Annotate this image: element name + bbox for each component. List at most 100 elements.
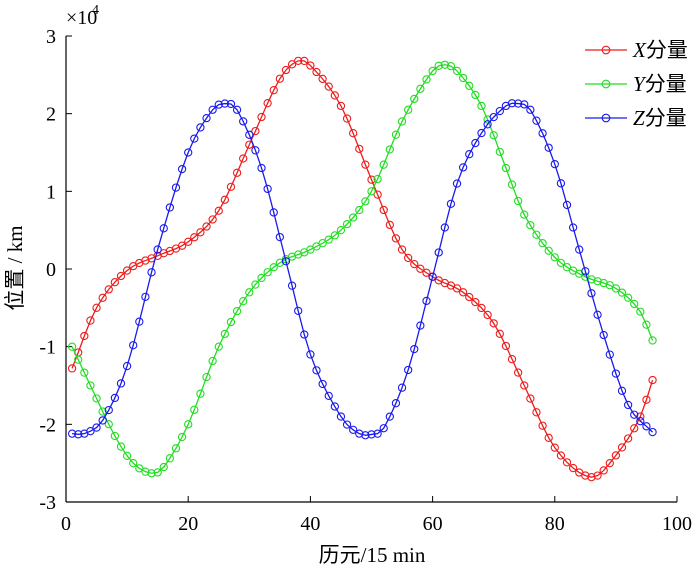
data-point-marker — [165, 454, 175, 463]
data-point-marker — [312, 67, 321, 77]
data-point-marker — [587, 289, 596, 298]
data-point-marker — [177, 432, 187, 442]
data-point-marker — [153, 468, 162, 477]
data-point-marker — [122, 266, 132, 275]
data-point-marker — [361, 431, 370, 440]
data-point-marker — [410, 344, 419, 354]
data-point-marker — [489, 131, 498, 140]
x-tick-label: 100 — [662, 513, 692, 535]
y-tick-label: -3 — [39, 492, 56, 514]
data-point-marker — [275, 258, 284, 267]
data-point-marker — [214, 206, 223, 215]
legend-item-x: X分量 — [585, 38, 688, 62]
data-point-marker — [513, 196, 523, 206]
data-point-marker — [422, 75, 431, 84]
data-point-marker — [190, 233, 199, 242]
data-point-marker — [67, 342, 77, 351]
series-z — [67, 99, 657, 440]
data-point-marker — [263, 99, 272, 108]
data-point-marker — [397, 117, 407, 126]
data-point-marker — [562, 200, 572, 210]
data-point-marker — [458, 163, 468, 172]
data-point-marker — [379, 160, 388, 169]
data-point-marker — [452, 66, 462, 76]
legend-label: Y分量 — [633, 72, 687, 96]
data-point-marker — [471, 138, 480, 148]
data-point-marker — [122, 361, 132, 371]
data-point-marker — [257, 163, 266, 173]
data-point-marker — [98, 407, 107, 416]
data-point-marker — [422, 268, 431, 277]
data-point-marker — [568, 463, 578, 473]
data-point-marker — [239, 117, 248, 126]
data-point-marker — [122, 451, 132, 460]
plot-axes: 0 20 40 60 80 100 -3 -2 -1 0 1 2 3 — [39, 26, 692, 535]
data-point-marker — [202, 372, 211, 382]
data-point-marker — [391, 234, 401, 243]
y-tick-label: 0 — [46, 259, 56, 281]
data-point-marker — [281, 65, 291, 75]
data-point-marker — [630, 299, 639, 309]
data-point-marker — [501, 341, 511, 351]
legend-item-z: Z分量 — [585, 106, 687, 130]
y-multiplier-label: ×10 — [66, 7, 97, 29]
data-point-marker — [67, 364, 77, 373]
data-point-marker — [367, 187, 376, 196]
data-point-marker — [202, 222, 211, 231]
data-point-marker — [165, 203, 175, 212]
data-point-marker — [630, 424, 639, 433]
data-point-marker — [648, 375, 657, 385]
data-point-marker — [110, 278, 120, 287]
data-point-marker — [251, 280, 260, 289]
data-point-marker — [495, 147, 504, 157]
data-point-marker — [391, 130, 401, 139]
data-point-marker — [306, 61, 315, 70]
data-point-marker — [147, 469, 156, 478]
data-point-marker — [416, 264, 425, 273]
data-point-marker — [251, 146, 260, 155]
data-point-marker — [532, 116, 541, 125]
x-tick-label: 80 — [545, 513, 565, 535]
data-point-marker — [336, 101, 346, 111]
data-point-marker — [214, 100, 223, 109]
data-point-marker — [373, 174, 382, 184]
series-line — [71, 64, 654, 474]
data-point-marker — [171, 183, 181, 192]
data-point-marker — [324, 235, 333, 244]
data-point-marker — [116, 379, 126, 388]
data-point-marker — [617, 386, 627, 395]
data-point-marker — [257, 112, 266, 122]
data-point-marker — [80, 368, 89, 377]
data-point-marker — [251, 126, 260, 136]
data-point-marker — [544, 246, 553, 255]
data-point-marker — [636, 417, 645, 426]
data-point-marker — [532, 408, 541, 417]
data-point-marker — [538, 421, 547, 430]
data-point-marker — [422, 296, 431, 306]
data-point-marker — [587, 472, 596, 482]
data-point-marker — [471, 297, 480, 307]
data-point-marker — [556, 179, 566, 188]
data-point-marker — [385, 145, 394, 154]
data-point-marker — [324, 82, 333, 91]
data-point-marker — [434, 61, 443, 70]
data-point-marker — [477, 303, 486, 313]
x-tick-label: 20 — [178, 513, 198, 535]
data-point-marker — [110, 431, 120, 441]
data-point-marker — [465, 81, 474, 90]
data-point-marker — [495, 106, 504, 116]
data-point-marker — [116, 271, 126, 281]
legend-marker — [601, 113, 611, 123]
data-point-marker — [446, 61, 456, 71]
data-point-marker — [300, 56, 309, 66]
data-point-marker — [367, 175, 376, 184]
data-point-marker — [269, 263, 278, 272]
data-point-marker — [245, 288, 254, 297]
data-point-marker — [349, 425, 358, 434]
x-tick-label: 0 — [61, 513, 71, 535]
data-point-marker — [404, 253, 413, 263]
data-point-marker — [416, 84, 425, 93]
data-point-marker — [373, 429, 382, 438]
data-point-marker — [452, 179, 462, 188]
